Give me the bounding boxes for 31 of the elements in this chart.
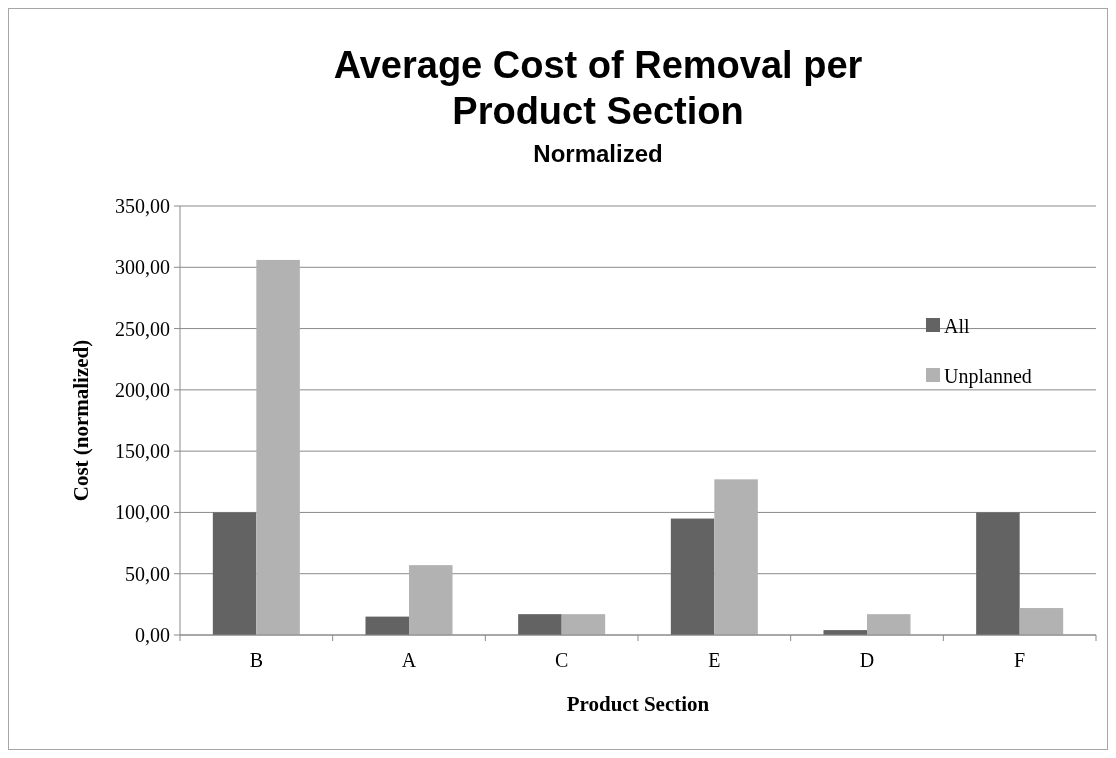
legend-label: All: [944, 315, 970, 337]
y-tick-label: 350,00: [115, 195, 170, 217]
bar: [256, 259, 300, 635]
y-tick-label: 0,00: [135, 624, 170, 646]
x-axis-title: Product Section: [566, 692, 710, 716]
bar: [1019, 608, 1064, 635]
bar: [212, 512, 257, 635]
y-tick-label: 200,00: [115, 378, 170, 401]
bar: [518, 614, 562, 635]
bar: [976, 512, 1020, 635]
bar: [670, 518, 715, 635]
y-tick-label: 100,00: [115, 501, 170, 524]
x-tick-label: D: [859, 649, 875, 671]
x-tick-label: E: [708, 649, 721, 671]
x-tick-label: C: [554, 649, 569, 671]
bar: [714, 479, 758, 635]
x-tick-label: A: [401, 649, 417, 671]
bar: [561, 614, 606, 635]
y-tick-label: 50,00: [125, 562, 170, 585]
y-axis-title: Cost (normalized): [69, 339, 93, 502]
chart-subtitle: Normalized: [533, 140, 663, 167]
x-tick-label: B: [249, 649, 264, 671]
chart-title: Average Cost of Removal per Product Section: [333, 44, 863, 132]
bar: [365, 616, 409, 635]
y-tick-label: 300,00: [115, 256, 170, 279]
y-tick-label: 150,00: [115, 440, 170, 463]
bar: [409, 565, 453, 635]
y-tick-label: 250,00: [115, 317, 170, 340]
x-tick-label: F: [1014, 649, 1026, 671]
bar: [867, 614, 911, 635]
legend-label: Unplanned: [944, 365, 1032, 388]
